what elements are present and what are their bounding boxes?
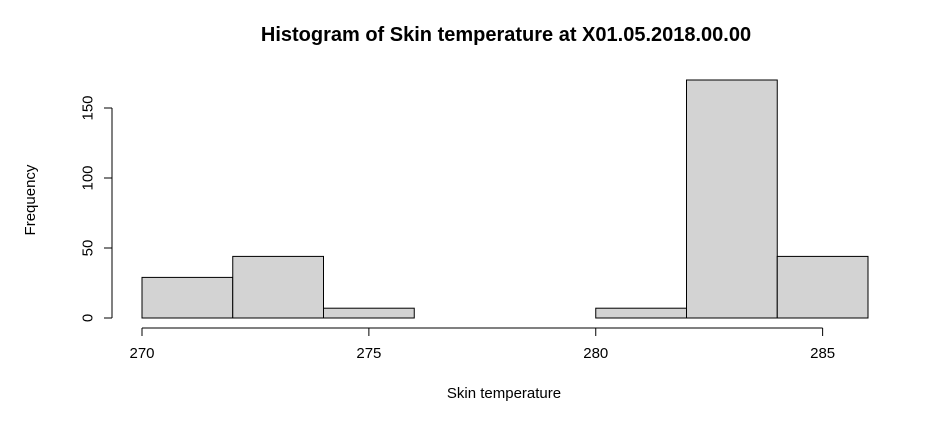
bars-group [141, 79, 869, 319]
histogram-bar-0 [141, 276, 234, 319]
y-axis-label: Frequency [22, 164, 39, 235]
x-axis: 270 275 280 285 [129, 327, 835, 362]
y-tick-label-0: 0 [80, 314, 97, 322]
x-axis-label: Skin temperature [447, 385, 561, 402]
y-tick-label-3: 150 [80, 95, 97, 120]
x-tick-label-1: 275 [356, 345, 381, 362]
histogram-bar-5 [595, 307, 687, 319]
y-tick-label-2: 100 [80, 165, 97, 190]
x-tick-label-2: 280 [583, 345, 608, 362]
y-axis: 0 50 100 150 [80, 95, 113, 322]
x-tick-label-3: 285 [810, 345, 835, 362]
x-tick-label-0: 270 [129, 345, 154, 362]
histogram-bar-1 [232, 255, 324, 319]
histogram-bar-2 [323, 307, 415, 319]
histogram-bar-6 [686, 79, 778, 319]
chart-title: Histogram of Skin temperature at X01.05.… [261, 24, 751, 46]
histogram-bar-7 [776, 255, 869, 319]
y-tick-label-1: 50 [80, 240, 97, 257]
